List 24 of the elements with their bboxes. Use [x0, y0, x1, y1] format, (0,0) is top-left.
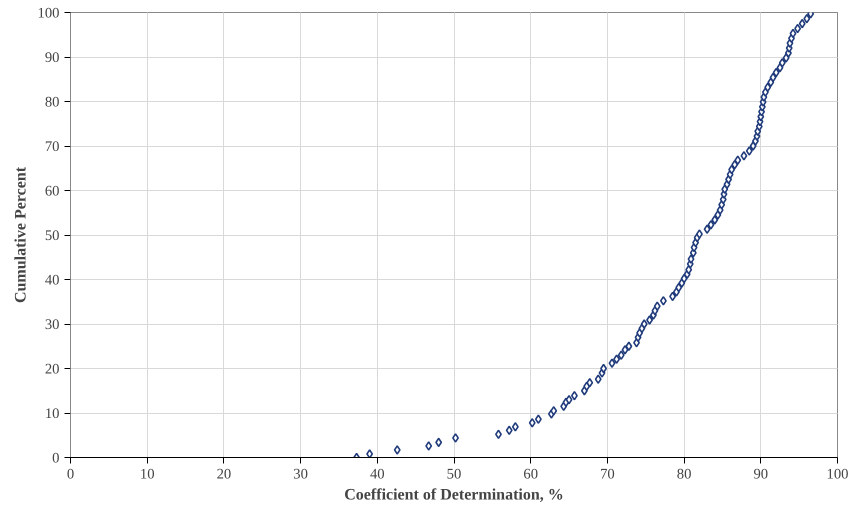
y-tick-label: 20 [44, 362, 60, 378]
x-tick-label: 10 [140, 466, 155, 482]
y-axis-title: Cumulative Percent [12, 166, 30, 304]
x-axis-title: Coefficient of Determination, % [344, 486, 564, 504]
x-tick-label: 20 [216, 466, 232, 482]
x-tick-label: 60 [523, 466, 538, 482]
y-tick-label: 60 [44, 184, 60, 200]
x-tick-label: 100 [826, 466, 848, 482]
x-tick-label: 90 [753, 466, 768, 482]
x-tick-label: 50 [446, 466, 462, 482]
y-tick-label: 10 [44, 406, 60, 422]
x-tick-label: 80 [676, 466, 692, 482]
y-tick-label: 40 [44, 272, 60, 288]
y-tick-label: 30 [44, 317, 60, 333]
y-tick-label: 70 [44, 139, 60, 155]
x-tick-label: 0 [66, 466, 74, 482]
y-tick-label: 0 [52, 450, 60, 466]
y-tick-label: 80 [44, 94, 60, 110]
x-tick-label: 70 [600, 466, 615, 482]
y-tick-label: 100 [38, 6, 60, 22]
x-tick-label: 30 [293, 466, 308, 482]
y-tick-label: 50 [44, 228, 60, 244]
y-tick-label: 90 [44, 50, 60, 66]
x-tick-label: 40 [370, 466, 385, 482]
